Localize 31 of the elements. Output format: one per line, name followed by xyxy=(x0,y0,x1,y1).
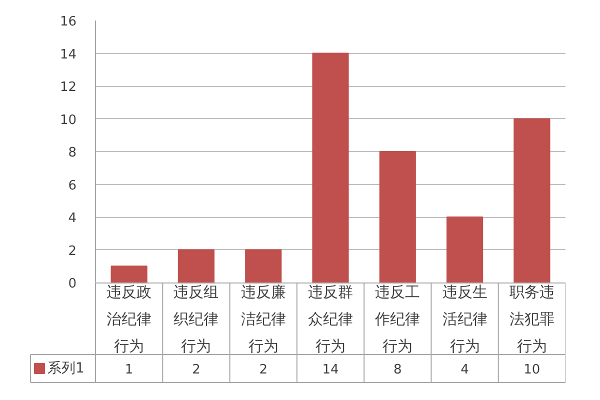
x-tick-label: 违反生活纪律行为 xyxy=(442,282,488,355)
bar xyxy=(110,266,148,282)
data-label: 2 xyxy=(192,362,200,378)
y-tick-label: 10 xyxy=(60,112,77,128)
bar xyxy=(379,151,416,282)
data-label: 1 xyxy=(124,362,134,378)
y-tick-label: 4 xyxy=(68,211,77,226)
y-tick-label: 0 xyxy=(68,276,77,292)
x-tick-label: 违反政治纪律行为 xyxy=(106,282,152,355)
x-tick-label: 职务违法犯罪行为 xyxy=(509,282,554,355)
data-label: 14 xyxy=(322,362,339,378)
x-tick-label: 违反廉洁纪律行为 xyxy=(240,282,286,355)
y-tick-label: 12 xyxy=(60,80,77,95)
bar xyxy=(178,249,215,282)
y-tick-label: 8 xyxy=(68,146,77,160)
y-tick-label: 6 xyxy=(68,178,77,194)
x-tick-label: 违反组织纪律行为 xyxy=(174,282,219,355)
data-label: 2 xyxy=(259,362,268,378)
bar xyxy=(446,216,484,282)
bar xyxy=(514,118,550,282)
y-tick-label: 16 xyxy=(60,14,77,30)
data-label: 4 xyxy=(460,362,469,378)
data-label: 10 xyxy=(524,362,540,378)
x-tick-label: 违反工作纪律行为 xyxy=(374,282,420,355)
y-tick-label: 14 xyxy=(60,47,77,62)
legend-label: 系列1 xyxy=(48,360,84,376)
y-tick-label: 2 xyxy=(68,244,77,259)
bar xyxy=(312,52,349,282)
data-label: 8 xyxy=(394,362,402,378)
x-tick-label: 违反群众纪律行为 xyxy=(308,282,353,355)
bar xyxy=(245,249,282,282)
